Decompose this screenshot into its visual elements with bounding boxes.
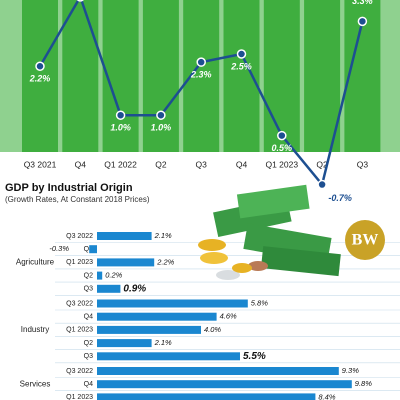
value-label: 1.0% [110, 123, 131, 133]
value-label: 2.5% [230, 61, 252, 71]
point [277, 130, 287, 141]
point [76, 0, 84, 2]
y-tick-label: Q2 [84, 272, 93, 279]
x-tick-label: Q4 [75, 159, 87, 169]
y-tick-label: Q3 2022 [66, 233, 93, 240]
bar [97, 325, 201, 334]
y-tick-label: Q3 [84, 286, 93, 293]
y-tick-label: Q4 [84, 246, 93, 253]
x-tick-label: Q3 [196, 159, 208, 169]
value-label: 8.4% [318, 392, 335, 400]
logo-badge [345, 220, 385, 260]
bar [97, 393, 316, 400]
bar [97, 271, 103, 280]
value-label: -0.3% [49, 244, 69, 253]
value-label: 2.2% [156, 257, 174, 266]
value-label: 4.6% [220, 312, 237, 321]
point [236, 49, 247, 59]
x-tick-label: Q4 [236, 159, 248, 169]
group-label: Agriculture [16, 258, 55, 267]
value-label: 9.8% [355, 379, 372, 388]
bar [97, 284, 121, 293]
bar [97, 299, 248, 308]
value-label: -0.7% [328, 193, 352, 203]
column [304, 0, 341, 152]
bar [89, 245, 97, 254]
point [196, 57, 206, 67]
group-label: Services [20, 379, 51, 388]
x-tick-label: Q1 2023 [265, 159, 298, 169]
point [115, 110, 126, 120]
value-label: 0.2% [105, 271, 122, 280]
column [223, 0, 260, 152]
value-label: 2.1% [154, 231, 172, 240]
value-label: 2.2% [29, 74, 51, 84]
y-tick-label: Q1 2023 [66, 259, 93, 266]
point [357, 16, 368, 27]
bar [97, 380, 352, 389]
value-label: 2.1% [154, 338, 172, 347]
bar [97, 312, 217, 321]
bar [97, 339, 152, 348]
value-label: 5.5% [243, 351, 266, 362]
value-label: 1.0% [151, 123, 172, 133]
bar [97, 232, 152, 240]
x-tick-label: Q3 [357, 159, 369, 169]
y-tick-label: Q3 2022 [66, 300, 93, 307]
value-label: 2.3% [190, 70, 212, 80]
y-tick-label: Q4 [84, 314, 93, 321]
point [156, 110, 166, 120]
chart-title: GDP by Industrial Origin [5, 182, 133, 194]
column [62, 0, 99, 152]
y-tick-label: Q3 [84, 353, 93, 360]
y-tick-label: Q1 2023 [66, 394, 93, 400]
column [102, 0, 139, 152]
value-label: 4.0% [204, 325, 221, 334]
bar [97, 258, 155, 267]
column [22, 0, 58, 152]
value-label: 5.8% [251, 298, 268, 307]
column [142, 0, 179, 152]
logo: BW [352, 232, 379, 249]
y-tick-label: Q3 2022 [66, 368, 93, 375]
chart-subtitle: (Growth Rates, At Constant 2018 Prices) [5, 195, 150, 204]
bar [97, 367, 339, 375]
x-tick-label: Q3 2021 [24, 159, 57, 169]
money-illustration [198, 184, 341, 280]
bar [97, 352, 240, 361]
x-tick-label: Q1 2022 [104, 159, 137, 169]
y-tick-label: Q1 2023 [66, 327, 93, 334]
value-label: 9.3% [342, 366, 359, 375]
x-tick-label: Q2 [155, 159, 167, 169]
y-tick-label: Q2 [84, 340, 93, 347]
x-tick-label: Q2 [316, 159, 328, 169]
value-label: 0.9% [123, 283, 146, 294]
value-label: 3.3% [352, 0, 373, 6]
group-label: Industry [21, 325, 49, 334]
y-tick-label: Q4 [84, 381, 93, 388]
value-label: 0.5% [272, 143, 293, 153]
point [317, 179, 327, 190]
column [263, 0, 300, 152]
point [35, 61, 45, 71]
